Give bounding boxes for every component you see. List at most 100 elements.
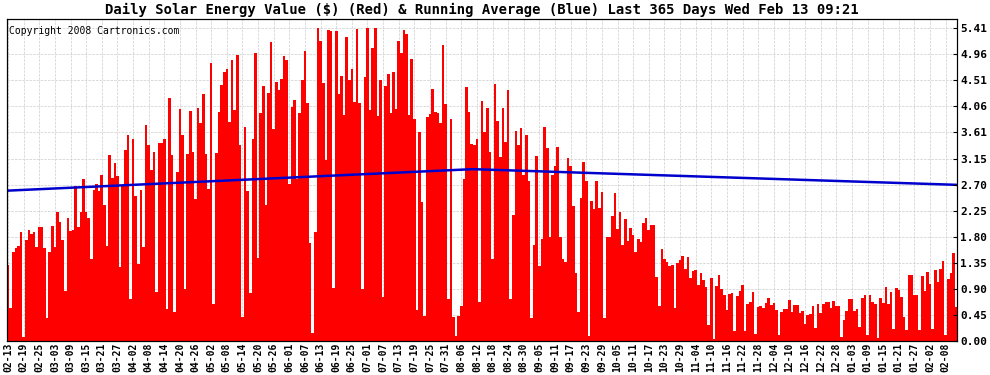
Bar (33, 232, 36, 342)
Bar (296, 179, 298, 342)
Bar (426, 117, 429, 342)
Bar (304, 51, 306, 342)
Bar (640, 242, 643, 342)
Bar (223, 72, 226, 342)
Bar (793, 305, 796, 342)
Bar (932, 329, 934, 342)
Bar (317, 28, 320, 342)
Bar (178, 109, 181, 342)
Bar (877, 338, 879, 342)
Bar (940, 269, 941, 342)
Bar (28, 230, 30, 342)
Bar (361, 289, 363, 342)
Bar (41, 228, 44, 342)
Bar (916, 295, 919, 342)
Bar (155, 292, 157, 342)
Bar (927, 272, 929, 342)
Bar (561, 259, 564, 342)
Bar (812, 306, 814, 342)
Bar (207, 189, 210, 342)
Bar (895, 288, 898, 342)
Bar (397, 41, 400, 342)
Bar (343, 115, 346, 342)
Bar (432, 89, 434, 342)
Bar (934, 270, 937, 342)
Bar (900, 297, 903, 342)
Bar (405, 33, 408, 342)
Bar (742, 285, 743, 342)
Bar (291, 107, 293, 342)
Bar (663, 259, 665, 342)
Bar (630, 228, 632, 342)
Bar (845, 311, 848, 342)
Bar (163, 138, 165, 342)
Text: Copyright 2008 Cartronics.com: Copyright 2008 Cartronics.com (9, 26, 179, 36)
Bar (85, 212, 87, 342)
Bar (609, 237, 611, 342)
Bar (572, 207, 574, 342)
Bar (56, 212, 58, 342)
Bar (494, 84, 496, 342)
Bar (127, 135, 129, 342)
Bar (734, 331, 736, 342)
Bar (119, 267, 122, 342)
Bar (30, 234, 33, 342)
Bar (863, 295, 866, 342)
Bar (152, 152, 155, 342)
Bar (616, 229, 619, 342)
Bar (247, 191, 248, 342)
Bar (270, 42, 272, 342)
Bar (254, 53, 256, 342)
Bar (262, 86, 264, 342)
Bar (202, 94, 205, 342)
Bar (548, 237, 551, 342)
Bar (481, 101, 483, 342)
Bar (64, 291, 66, 342)
Bar (830, 308, 833, 342)
Bar (72, 230, 74, 342)
Bar (314, 232, 317, 342)
Bar (7, 265, 9, 342)
Bar (491, 260, 494, 342)
Bar (772, 303, 775, 342)
Bar (226, 69, 228, 342)
Bar (160, 143, 163, 342)
Bar (215, 153, 218, 342)
Bar (708, 326, 710, 342)
Bar (856, 309, 858, 342)
Bar (355, 29, 358, 342)
Bar (726, 310, 729, 342)
Bar (275, 82, 277, 342)
Bar (165, 309, 168, 342)
Bar (251, 139, 254, 342)
Bar (559, 237, 561, 342)
Bar (929, 284, 932, 342)
Bar (157, 142, 160, 342)
Bar (400, 53, 403, 342)
Bar (416, 310, 418, 342)
Bar (272, 129, 275, 342)
Bar (622, 245, 624, 342)
Bar (199, 123, 202, 342)
Bar (517, 146, 520, 342)
Bar (729, 294, 731, 342)
Bar (564, 262, 566, 342)
Bar (189, 111, 192, 342)
Bar (248, 293, 251, 342)
Bar (644, 218, 647, 342)
Bar (882, 303, 884, 342)
Bar (892, 329, 895, 342)
Bar (866, 335, 869, 342)
Bar (817, 304, 820, 342)
Bar (718, 275, 721, 342)
Bar (312, 333, 314, 342)
Bar (574, 273, 577, 342)
Bar (556, 147, 559, 342)
Bar (330, 32, 333, 342)
Bar (825, 302, 828, 342)
Bar (44, 248, 46, 342)
Bar (911, 275, 913, 342)
Bar (566, 158, 569, 342)
Bar (371, 48, 374, 342)
Bar (921, 276, 924, 342)
